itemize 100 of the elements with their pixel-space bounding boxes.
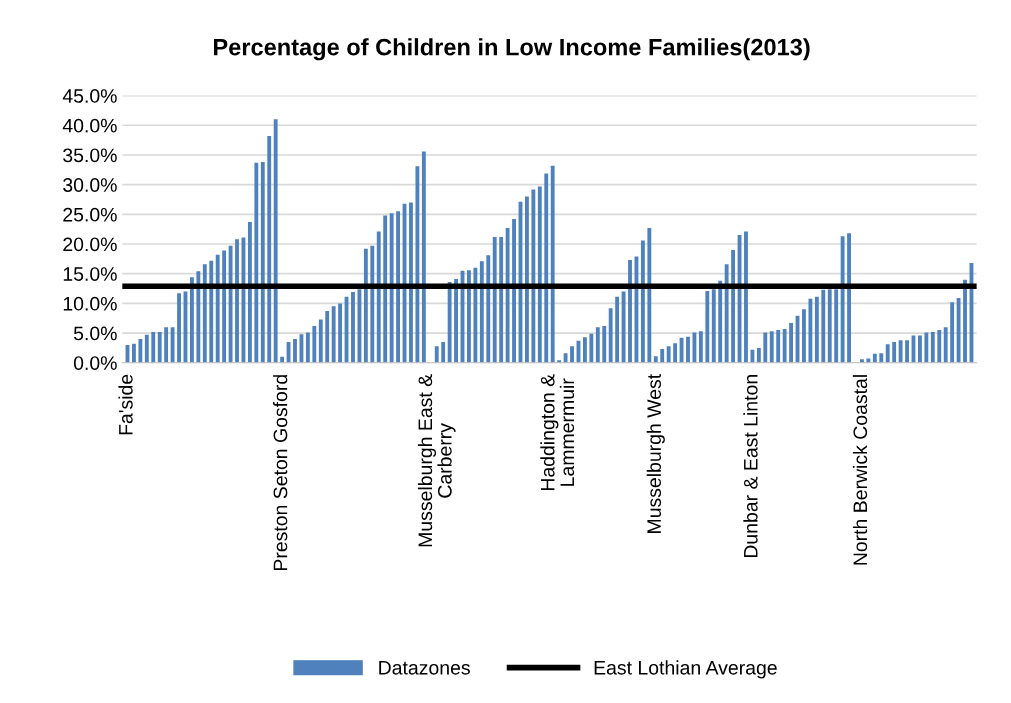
bar bbox=[370, 245, 375, 363]
bar bbox=[834, 289, 839, 363]
bar bbox=[351, 292, 355, 363]
bar bbox=[525, 196, 529, 363]
bar bbox=[376, 231, 381, 363]
bar bbox=[937, 330, 942, 363]
y-tick-label: 5.0% bbox=[73, 326, 117, 341]
bar bbox=[892, 341, 897, 363]
bar bbox=[157, 331, 162, 363]
bar bbox=[750, 349, 755, 363]
bar bbox=[338, 303, 343, 363]
bar bbox=[763, 332, 768, 363]
bar bbox=[872, 353, 877, 363]
bar bbox=[769, 331, 774, 363]
bar bbox=[602, 325, 607, 363]
bar bbox=[189, 277, 194, 363]
bar bbox=[821, 289, 826, 363]
bar bbox=[434, 346, 439, 363]
y-tick-label: 10.0% bbox=[63, 296, 117, 311]
bar bbox=[956, 298, 961, 363]
bar bbox=[827, 289, 832, 363]
bar bbox=[756, 347, 761, 363]
bar bbox=[698, 331, 703, 363]
x-tick-label: Haddington & Lammermuir bbox=[540, 374, 575, 491]
bar bbox=[202, 264, 207, 363]
bar bbox=[647, 227, 652, 363]
bar bbox=[879, 353, 884, 363]
bar bbox=[718, 280, 723, 363]
x-tick-label: Preston Seton Gosford bbox=[273, 375, 288, 571]
bar bbox=[550, 165, 555, 363]
bar bbox=[235, 239, 239, 363]
bar bbox=[963, 279, 967, 363]
bar bbox=[505, 227, 510, 363]
bar bbox=[492, 236, 497, 363]
bar bbox=[924, 332, 929, 363]
bar bbox=[467, 270, 471, 363]
bar bbox=[589, 333, 594, 363]
y-tick-label: 20.0% bbox=[63, 237, 117, 252]
bar bbox=[930, 331, 935, 363]
bar bbox=[312, 325, 317, 363]
bar bbox=[711, 289, 716, 363]
bar bbox=[640, 240, 645, 363]
bar bbox=[454, 279, 458, 363]
bar bbox=[409, 202, 413, 363]
legend-label: East Lothian Average bbox=[594, 660, 777, 679]
bar bbox=[260, 162, 265, 363]
bar bbox=[653, 356, 658, 363]
bar bbox=[666, 346, 671, 363]
bar bbox=[808, 298, 813, 363]
bar bbox=[357, 289, 362, 363]
bar bbox=[512, 219, 516, 363]
bar bbox=[898, 340, 903, 363]
bar bbox=[177, 293, 181, 363]
bar bbox=[673, 343, 678, 363]
x-tick-label: North Berwick Coastal bbox=[852, 375, 868, 565]
bar bbox=[396, 211, 401, 363]
bar bbox=[479, 261, 484, 363]
bar bbox=[215, 254, 220, 363]
bar bbox=[563, 353, 568, 363]
bar bbox=[273, 119, 278, 363]
bar bbox=[802, 309, 806, 363]
y-tick-label: 40.0% bbox=[62, 118, 117, 133]
bar bbox=[615, 296, 620, 363]
bar bbox=[247, 222, 252, 363]
x-tick-label: Musselburgh West bbox=[646, 373, 665, 533]
bar bbox=[840, 236, 845, 363]
bar bbox=[537, 186, 542, 363]
bar bbox=[885, 344, 890, 363]
bar bbox=[950, 302, 955, 363]
bar bbox=[170, 327, 175, 363]
bar bbox=[254, 162, 259, 363]
y-tick-label: 30.0% bbox=[63, 178, 117, 192]
bar bbox=[660, 349, 665, 363]
bar bbox=[705, 290, 710, 363]
bar bbox=[731, 249, 736, 363]
bar bbox=[943, 327, 948, 363]
bar bbox=[724, 264, 729, 363]
bar bbox=[318, 319, 323, 363]
bar bbox=[905, 340, 909, 363]
bar bbox=[782, 328, 787, 363]
bar bbox=[789, 322, 794, 363]
bar bbox=[131, 343, 136, 363]
bar bbox=[744, 231, 748, 363]
bar bbox=[628, 260, 632, 363]
bar bbox=[847, 233, 851, 363]
bar bbox=[531, 189, 536, 363]
bar bbox=[486, 255, 491, 363]
y-tick-label: 0.0% bbox=[73, 356, 117, 370]
bar bbox=[621, 291, 626, 363]
bar bbox=[383, 215, 388, 363]
y-tick-label: 25.0% bbox=[63, 207, 117, 222]
bar bbox=[363, 248, 368, 363]
bar bbox=[447, 282, 452, 363]
bar bbox=[331, 306, 336, 363]
x-tick-label: Dunbar & East Linton bbox=[743, 375, 758, 558]
bar bbox=[151, 331, 156, 363]
y-tick-label: 35.0% bbox=[63, 148, 117, 163]
bar bbox=[570, 346, 574, 363]
bar bbox=[389, 213, 394, 363]
x-tick-label: Musselburgh East & Carberry bbox=[417, 374, 456, 547]
